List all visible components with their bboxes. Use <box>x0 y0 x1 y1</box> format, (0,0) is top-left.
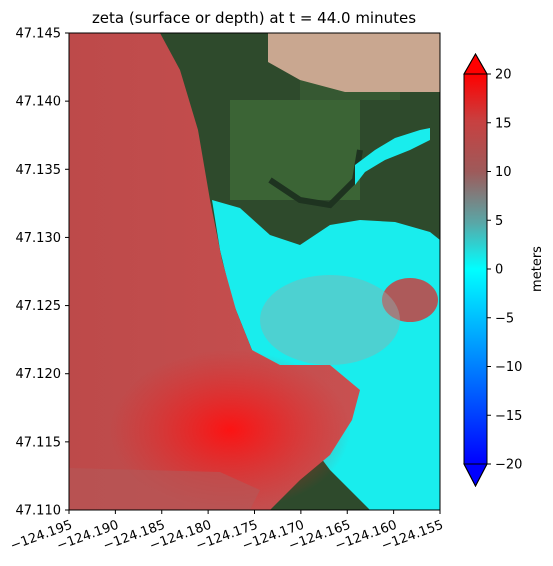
y-tick-label: 47.125 <box>16 299 62 314</box>
y-tick-label: 47.140 <box>16 95 62 110</box>
clearcut-patch <box>268 33 440 92</box>
mixed-patch <box>260 275 400 365</box>
colorbar-ticks: −20 −15 −10 −5 0 5 10 15 20 <box>487 68 522 473</box>
y-tick-label: 47.120 <box>16 367 62 382</box>
offshore-band <box>69 468 260 510</box>
colorbar-tick-label: −20 <box>495 458 522 473</box>
y-tick-label: 47.135 <box>16 163 62 178</box>
y-axis: 47.110 47.115 47.120 47.125 47.130 47.135 47.1… <box>16 27 69 519</box>
surge-hotspot <box>110 350 350 510</box>
inundation-region <box>212 200 440 510</box>
colorbar: −20 −15 −10 −5 0 5 10 15 20 meters <box>463 52 545 488</box>
forest-patch <box>230 100 360 200</box>
colorbar-fill <box>464 74 487 464</box>
colorbar-tick-label: 10 <box>495 165 512 180</box>
colorbar-tick-label: −5 <box>495 311 514 326</box>
colorbar-tick-label: 5 <box>495 214 503 229</box>
inundation-channel <box>355 128 430 185</box>
y-tick-label: 47.115 <box>16 435 62 450</box>
colorbar-tick-label: −10 <box>495 360 522 375</box>
y-tick-label: 47.130 <box>16 231 62 246</box>
surge-patch <box>382 278 438 322</box>
colorbar-tick-label: −15 <box>495 409 522 424</box>
x-axis: −124.195−124.190−124.185−124.180−124.175… <box>8 510 445 554</box>
plot-area <box>69 33 440 510</box>
y-tick-label: 47.110 <box>16 504 62 519</box>
colorbar-label: meters <box>530 246 545 292</box>
colorbar-tick-label: 0 <box>495 263 503 278</box>
chart-title: zeta (surface or depth) at t = 44.0 minu… <box>92 9 416 27</box>
colorbar-tick-label: 15 <box>495 116 512 131</box>
y-tick-label: 47.145 <box>16 27 62 42</box>
colorbar-tick-label: 20 <box>495 68 512 83</box>
colorbar-extend-max <box>463 52 488 75</box>
colorbar-extend-min <box>463 463 488 488</box>
